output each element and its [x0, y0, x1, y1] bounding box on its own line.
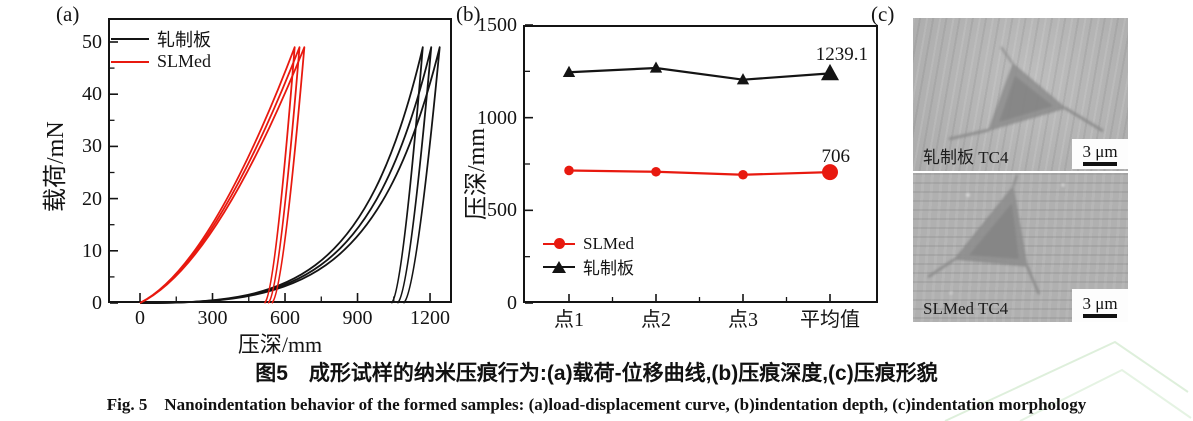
panel-b-y-tick-label: 1500 — [477, 14, 517, 36]
watermark-lines — [944, 340, 1192, 421]
panel-a-x-tick-label: 900 — [342, 307, 373, 329]
annotation-slmed-average: 706 — [821, 146, 851, 167]
panel-a-frame — [108, 18, 452, 303]
panel-b-y-tick-label: 500 — [487, 199, 517, 222]
panel-b-x-tick-label: 平均值 — [800, 309, 860, 331]
legend-label-rolled: 轧制板 — [157, 29, 211, 50]
depth-series-line — [568, 66, 831, 81]
legend-line-slmed-icon — [543, 238, 575, 249]
legend-line-rolled-icon — [111, 37, 149, 40]
load-displacement-curve — [139, 46, 306, 304]
panel-a-y-tick-label: 40 — [82, 83, 102, 106]
legend-line-slmed-icon — [111, 60, 149, 63]
scale-bar: 3 μm — [1072, 139, 1128, 169]
panel-b-label: (b) — [456, 2, 481, 26]
legend-item-rolled: 轧制板 — [543, 255, 634, 278]
sem-image-slmed: SLMed TC4 3 μm — [913, 173, 1128, 322]
panel-a-x-tick-label: 300 — [197, 307, 228, 329]
data-point-marker — [822, 164, 838, 181]
legend-label-slmed: SLMed — [157, 51, 211, 71]
data-point-marker — [651, 166, 661, 177]
data-point-marker — [649, 61, 663, 73]
scale-bar-text: 3 μm — [1082, 142, 1118, 161]
load-displacement-curve — [139, 46, 301, 304]
circle-marker-icon — [554, 238, 565, 249]
data-point-marker — [562, 65, 576, 77]
legend-item-slmed: SLMed — [543, 232, 634, 255]
caption-chinese: 图5 成形试样的纳米压痕行为:(a)载荷-位移曲线,(b)压痕深度,(c)压痕形… — [255, 362, 938, 385]
scale-bar-line — [1083, 313, 1117, 318]
panel-a-y-tick-label: 30 — [82, 135, 102, 158]
load-displacement-curve — [139, 46, 441, 304]
panel-b-legend: SLMed 轧制板 — [543, 232, 634, 278]
panel-b-plot — [523, 24, 878, 304]
annotation-rolled-average: 1239.1 — [815, 44, 868, 65]
panel-a-x-tick-label: 1200 — [410, 307, 451, 329]
triangle-marker-icon — [552, 260, 566, 273]
depth-series-line — [568, 169, 831, 176]
panel-c-label: (c) — [871, 2, 895, 26]
panel-a-plot — [108, 18, 452, 304]
panel-a-label: (a) — [56, 2, 80, 26]
indentation-mark-icon — [927, 174, 1065, 295]
panel-a-y-tick-label: 0 — [92, 292, 102, 314]
legend-label-slmed: SLMed — [583, 233, 634, 253]
load-displacement-curve — [139, 46, 296, 304]
data-point-marker — [736, 73, 750, 85]
panel-a-y-tick-label: 10 — [82, 239, 102, 262]
data-point-marker — [738, 169, 748, 180]
panel-a-x-tick-label: 0 — [135, 307, 145, 329]
legend-line-rolled-icon — [543, 260, 575, 273]
indentation-mark-icon — [948, 46, 1104, 141]
caption-english: Fig. 5 Nanoindentation behavior of the f… — [106, 395, 1087, 414]
legend-item-slmed: SLMed — [111, 50, 211, 73]
panel-a-y-tick-label: 20 — [82, 187, 102, 210]
panel-a-legend: 轧制板 SLMed — [111, 27, 211, 73]
panel-a-x-tick-label: 600 — [270, 307, 301, 329]
panel-a-y-tick-label: 50 — [82, 31, 102, 53]
panel-b-y-tick-label: 0 — [507, 292, 517, 314]
scale-bar: 3 μm — [1072, 289, 1128, 322]
panel-a-x-axis-title: 压深/mm — [237, 332, 323, 357]
panel-b-x-tick-label: 点2 — [641, 309, 671, 331]
panel-b-x-tick-label: 点1 — [554, 309, 584, 331]
scale-bar-text: 3 μm — [1082, 293, 1118, 313]
legend-label-rolled: 轧制板 — [583, 259, 634, 278]
legend-item-rolled: 轧制板 — [111, 27, 211, 50]
panel-b-frame — [523, 25, 878, 303]
panel-b-x-tick-label: 点3 — [728, 309, 758, 331]
sem-label-slmed: SLMed TC4 — [923, 299, 1009, 318]
sem-image-rolled: 轧制板 TC4 3 μm — [913, 18, 1128, 171]
panel-b-y-tick-label: 1000 — [477, 106, 517, 129]
data-point-marker — [820, 63, 840, 81]
sem-label-rolled: 轧制板 TC4 — [923, 148, 1009, 167]
scale-bar-line — [1083, 162, 1117, 166]
data-point-marker — [564, 165, 574, 176]
